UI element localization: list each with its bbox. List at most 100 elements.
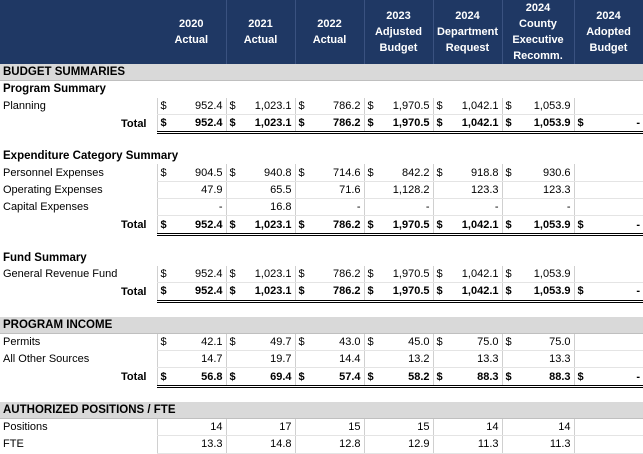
value-cell: $1,970.5 <box>363 265 433 284</box>
cell-value: 13.3 <box>201 438 223 451</box>
value-cell: 13.3 <box>432 350 502 369</box>
section-heading: PROGRAM INCOME <box>0 316 643 334</box>
adopted-dash: - <box>636 370 640 383</box>
value-cell: $1,023.1 <box>225 265 295 284</box>
value-wrap: $1,042.1 <box>437 267 499 281</box>
currency-symbol: $ <box>229 285 236 298</box>
table-row: General Revenue Fund $952.4 $1,023.1 $786.2… <box>0 265 643 284</box>
cell-value: 15 <box>417 421 430 434</box>
currency-symbol: $ <box>436 117 443 130</box>
cell-value: 952.4 <box>194 285 223 298</box>
cell-value: 1,970.5 <box>392 99 430 112</box>
value-cell: 17 <box>225 418 295 437</box>
value-wrap: - <box>161 200 223 214</box>
cell-value: 43.0 <box>339 336 361 348</box>
value-cell: $69.4 <box>225 367 295 388</box>
value-cell: $43.0 <box>294 333 364 352</box>
total-row: Total $56.8 $69.4 $57.4 $58.2 $88.3 $88.3 $ - <box>0 367 643 388</box>
value-wrap: 12.9 <box>368 437 430 451</box>
cell-value: 75.0 <box>477 336 499 348</box>
currency-symbol: $ <box>229 336 236 348</box>
value-cell: $42.1 <box>156 333 226 352</box>
cell-value: 952.4 <box>194 99 223 112</box>
currency-symbol: $ <box>436 218 443 231</box>
value-cell: $786.2 <box>294 113 364 135</box>
row-label: Permits <box>3 336 41 349</box>
currency-symbol: $ <box>160 285 167 298</box>
cell-value: 786.2 <box>332 99 361 112</box>
cell-value: 12.9 <box>408 438 430 451</box>
row-label: FTE <box>3 438 24 451</box>
currency-symbol: $ <box>298 268 305 281</box>
value-cell: $88.3 <box>501 367 574 388</box>
currency-symbol: $ <box>229 218 236 231</box>
currency-symbol: $ <box>229 99 236 112</box>
currency-symbol: $ <box>436 166 443 179</box>
cell-value: 1,042.1 <box>461 268 499 281</box>
currency-symbol: $ <box>505 99 512 112</box>
row-label: Capital Expenses <box>3 201 89 214</box>
value-wrap: $786.2 <box>299 267 361 281</box>
currency-symbol: $ <box>298 370 305 383</box>
cell-value: 1,970.5 <box>392 268 430 281</box>
cell-value: 952.4 <box>194 218 223 231</box>
value-wrap: 65.5 <box>230 183 291 197</box>
table-row: All Other Sources 14.7 19.7 14.4 13.2 13.3 13.… <box>0 350 643 369</box>
value-cell: $786.2 <box>294 265 364 284</box>
value-wrap: 71.6 <box>299 183 360 197</box>
value-wrap: 123.3 <box>506 183 571 197</box>
cell-value: 123.3 <box>470 183 499 196</box>
cell-value: 14.8 <box>270 438 292 451</box>
currency-symbol: $ <box>229 166 236 179</box>
value-wrap: $1,053.9 <box>506 218 571 232</box>
value-cell: - <box>501 198 574 217</box>
col-header-2024-dept-request: 2024 Department Request <box>433 0 503 64</box>
total-row: Total $952.4 $1,023.1 $786.2 $1,970.5 $1,042.… <box>0 215 643 236</box>
value-wrap: $1,023.1 <box>230 284 292 298</box>
currency-symbol: $ <box>367 117 374 130</box>
value-cell: 12.8 <box>294 435 364 454</box>
value-cell: $952.4 <box>156 215 226 236</box>
value-cell: 14.7 <box>156 350 226 369</box>
cell-value: 786.2 <box>332 117 361 130</box>
adopted-dash: - <box>636 117 640 130</box>
value-cell: $1,053.9 <box>501 265 574 284</box>
value-wrap: $952.4 <box>161 116 223 130</box>
cell-value: 1,128.2 <box>392 183 430 196</box>
value-wrap: $786.2 <box>299 99 361 113</box>
value-cell: $1,970.5 <box>363 215 433 236</box>
cell-value: 75.0 <box>549 336 571 348</box>
currency-symbol: $ <box>577 370 584 383</box>
section-positions: AUTHORIZED POSITIONS / FTE <box>0 401 643 420</box>
row-label: Planning <box>3 99 46 112</box>
value-cell: $786.2 <box>294 282 364 303</box>
currency-symbol: $ <box>298 99 305 112</box>
value-cell: $786.2 <box>294 215 364 236</box>
currency-symbol: $ <box>577 218 584 231</box>
cell-value: 57.4 <box>339 370 361 383</box>
adopted-cell <box>573 418 643 437</box>
value-wrap: $1,053.9 <box>506 99 571 113</box>
total-label: Total <box>121 285 147 298</box>
section-budget-summaries: BUDGET SUMMARIES <box>0 64 643 82</box>
adopted-cell <box>573 164 643 182</box>
value-wrap: $1,053.9 <box>506 284 571 298</box>
value-cell: 14.4 <box>294 350 364 369</box>
value-wrap: - <box>368 200 430 214</box>
adopted-cell: $ - <box>573 215 643 236</box>
value-wrap: $57.4 <box>299 370 361 384</box>
cell-value: 1,970.5 <box>392 218 430 231</box>
value-wrap: $42.1 <box>161 335 223 349</box>
subsection-heading: Fund Summary <box>3 251 87 264</box>
value-wrap: $49.7 <box>230 335 292 349</box>
value-wrap: $1,042.1 <box>437 218 499 232</box>
spacer-cell <box>0 234 643 250</box>
value-wrap: 12.8 <box>299 437 360 451</box>
value-wrap: 14 <box>161 420 222 434</box>
row-label: All Other Sources <box>3 353 90 366</box>
adopted-total-wrap: $ - <box>578 370 641 384</box>
value-cell: 123.3 <box>501 181 574 200</box>
table-row: FTE 13.3 14.8 12.8 12.9 11.3 11.3 <box>0 435 643 454</box>
value-wrap: 13.3 <box>506 352 570 366</box>
currency-symbol: $ <box>436 99 443 112</box>
